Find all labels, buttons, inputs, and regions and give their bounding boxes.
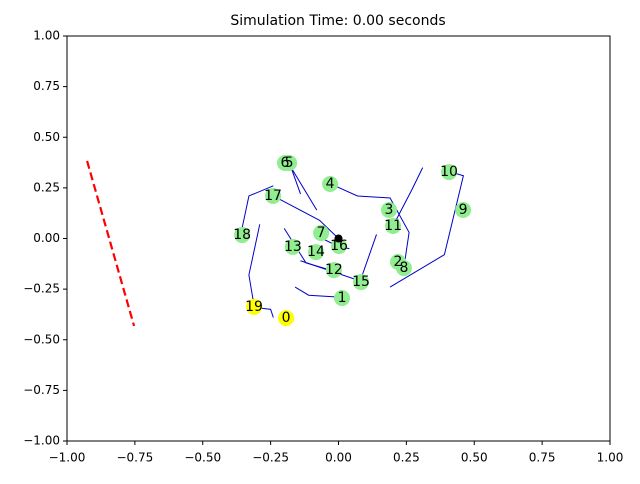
y-tick-label: 0.25: [33, 180, 60, 194]
trajectory: [330, 183, 410, 269]
point: [246, 298, 263, 315]
point-label: 12: [325, 262, 343, 278]
trajectory: [240, 185, 274, 235]
y-tick-label: 0.00: [33, 231, 60, 245]
point-label: 5: [285, 155, 294, 171]
point-label: 0: [282, 310, 291, 326]
point: [334, 290, 351, 307]
x-tick-label: 0.50: [461, 451, 488, 465]
point: [278, 310, 295, 327]
point: [307, 244, 324, 261]
point-label: 11: [384, 218, 402, 234]
x-tick-label: 1.00: [597, 451, 624, 465]
trajectory: [294, 286, 342, 298]
point-label: 10: [440, 164, 458, 180]
point: [284, 239, 301, 256]
point-label: 18: [233, 227, 251, 243]
point-label: 6: [281, 155, 290, 171]
y-tick-label: −0.50: [23, 332, 60, 346]
point: [395, 260, 412, 277]
point-label: 7: [317, 225, 326, 241]
y-tick-label: −0.25: [23, 282, 60, 296]
point: [331, 237, 348, 254]
y-tick-label: 1.00: [33, 29, 60, 43]
chart-title: Simulation Time: 0.00 seconds: [230, 13, 445, 29]
point: [313, 225, 330, 242]
point: [325, 262, 342, 279]
point: [234, 227, 251, 244]
point-label: 4: [326, 176, 335, 192]
y-tick-label: 0.50: [33, 130, 60, 144]
trajectory: [273, 195, 339, 239]
point-label: 14: [307, 244, 325, 260]
point-label: 1: [338, 290, 347, 306]
point-label: 2: [393, 254, 402, 270]
point: [322, 176, 339, 193]
point-label: 19: [245, 299, 263, 315]
point: [353, 274, 370, 291]
point-label: 16: [330, 238, 348, 254]
point: [385, 217, 402, 234]
y-tick-label: 0.75: [33, 79, 60, 93]
point-label: 13: [284, 239, 302, 255]
point-label: 9: [459, 202, 468, 218]
origin-point: [334, 234, 343, 243]
point-label: 8: [399, 260, 408, 276]
point: [277, 154, 294, 171]
y-tick-label: −1.00: [23, 434, 60, 448]
boundary-line: [86, 160, 136, 327]
x-tick-label: 0.25: [393, 451, 420, 465]
point: [380, 201, 397, 218]
x-tick-label: −0.75: [116, 451, 153, 465]
point-label: 17: [264, 188, 282, 204]
x-tick-label: 0.75: [529, 451, 556, 465]
plot-frame: [66, 35, 611, 442]
y-tick-label: −0.75: [23, 383, 60, 397]
x-tick-label: −0.25: [252, 451, 289, 465]
point-label: 15: [352, 274, 370, 290]
point: [265, 187, 282, 204]
point-label: 3: [385, 202, 394, 218]
x-tick-label: 0.00: [325, 451, 352, 465]
point: [441, 164, 458, 181]
x-tick-label: −0.50: [184, 451, 221, 465]
point: [455, 201, 472, 218]
x-tick-label: −1.00: [49, 451, 86, 465]
